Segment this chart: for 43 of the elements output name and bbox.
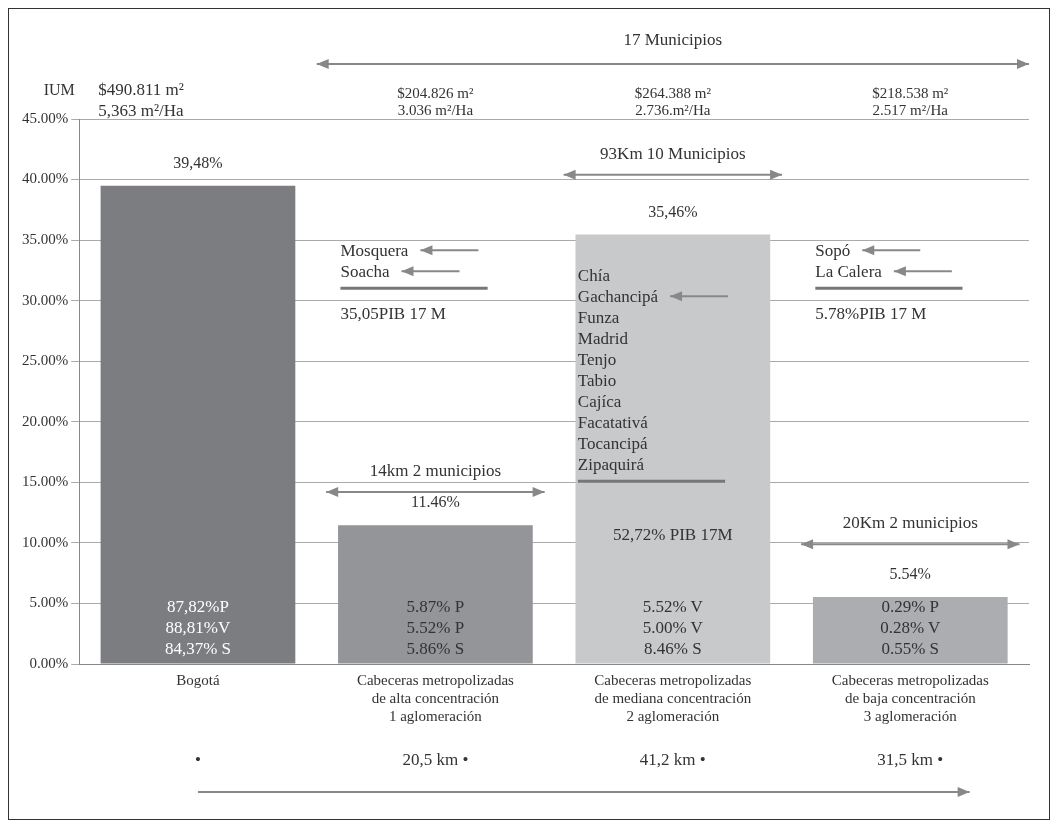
- annotation: 87,82%P 88,81%V 84,37% S: [164, 596, 232, 659]
- text: •: [194, 748, 201, 770]
- bar: [575, 234, 771, 664]
- x-tick-label: Bogotá: [176, 671, 220, 688]
- y-tick-label: 15.00%: [22, 473, 69, 490]
- y-tick-label: 0.00%: [29, 654, 69, 671]
- annotation: 52,72% PIB 17M: [613, 523, 733, 545]
- text: $264.388 m² 2.736.m²/Ha: [634, 84, 711, 119]
- y-tick-label: 25.00%: [22, 352, 69, 369]
- annotation: Mosquera Soacha: [340, 239, 409, 282]
- y-axis-title: IUM: [43, 81, 75, 99]
- text: 31,5 km •: [877, 748, 944, 770]
- y-tick-label: 40.00%: [22, 170, 69, 187]
- x-tick-label: Cabeceras metropolizadas de baja concentración 3 aglomeración: [831, 671, 989, 724]
- annotation: 5.78%PIB 17 M: [815, 302, 927, 324]
- annotation: $490.811 m² 5,363 m²/Ha: [98, 78, 184, 121]
- text: Chía Gachancipá Funza Madrid Tenjo Tabio Cajíca Facatativá Tocancipá Zipaquirá: [577, 265, 659, 474]
- annotation: 0.29% P 0.28% V 0.55% S: [880, 596, 941, 659]
- data-label: 5.54%: [889, 565, 931, 583]
- annotation: 5.87% P 5.52% P 5.86% S: [406, 596, 465, 659]
- text: 41,2 km •: [639, 748, 706, 770]
- y-tick-label: 30.00%: [22, 291, 69, 308]
- annotation: 93Km 10 Municipios: [600, 142, 746, 164]
- annotation: 5.52% V 5.00% V 8.46% S: [642, 596, 703, 659]
- text: $204.826 m² 3.036 m²/Ha: [397, 84, 474, 119]
- y-tick-label: 5.00%: [29, 594, 69, 611]
- data-label: 35,46%: [648, 202, 698, 220]
- x-tick-label: Cabeceras metropolizadas de mediana concentración 2 aglomeración: [594, 671, 752, 724]
- bar: [338, 525, 533, 664]
- y-tick-label: 45.00%: [22, 109, 69, 126]
- data-label: 39,48%: [173, 154, 223, 172]
- x-tick-label: Cabeceras metropolizadas de alta concentración 1 aglomeración: [356, 671, 515, 724]
- y-tick-label: 35.00%: [22, 231, 69, 248]
- annotation: Sopó La Calera: [815, 239, 882, 282]
- y-tick-label: 20.00%: [22, 412, 69, 429]
- annotation: 20Km 2 municipios: [842, 511, 978, 533]
- y-tick-label: 10.00%: [22, 533, 69, 550]
- annotation: 14km 2 municipios: [369, 459, 502, 481]
- text: 20,5 km •: [402, 748, 469, 770]
- text: 17 Municipios: [623, 28, 723, 50]
- annotation: 35,05PIB 17 M: [340, 302, 446, 324]
- data-label: 11.46%: [411, 493, 460, 511]
- text: $218.538 m² 2.517 m²/Ha: [872, 84, 949, 119]
